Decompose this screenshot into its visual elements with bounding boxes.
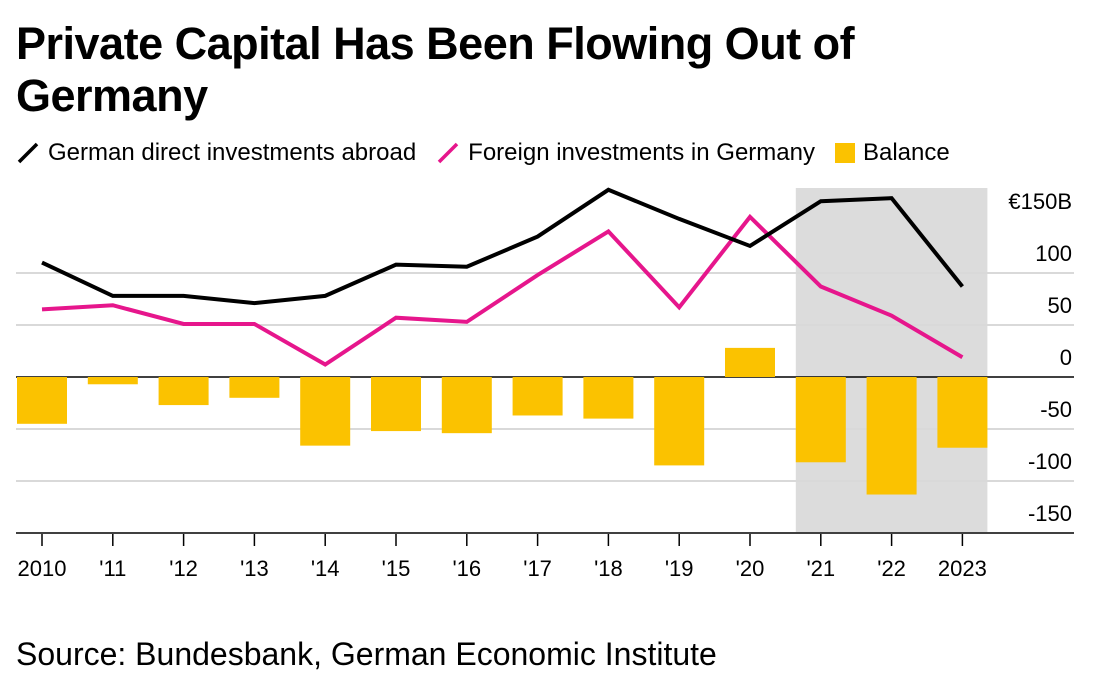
x-tick-label: '18 xyxy=(594,556,623,581)
x-tick-label: '11 xyxy=(99,556,126,581)
bar-balance xyxy=(866,377,917,495)
line-direct-investments-abroad xyxy=(41,187,964,306)
bar-balance xyxy=(17,377,67,424)
bar-balance xyxy=(795,377,846,463)
x-tick-label: '15 xyxy=(382,556,411,581)
y-tick-label: €150B xyxy=(1008,189,1072,214)
chart-title: Private Capital Has Been Flowing Out of … xyxy=(16,18,855,121)
bar-balance xyxy=(371,377,421,432)
source-note: Source: Bundesbank, German Economic Inst… xyxy=(16,636,717,672)
x-tick-label: '14 xyxy=(311,556,340,581)
legend-item-foreign: Foreign investments in Germany xyxy=(436,139,815,167)
legend-label-abroad: German direct investments abroad xyxy=(48,139,417,166)
legend-label-balance: Balance xyxy=(862,139,950,166)
bar-balance xyxy=(654,377,705,466)
bar-balance xyxy=(300,377,351,446)
x-tick-label: '21 xyxy=(806,556,835,581)
bar-balance xyxy=(441,377,492,434)
legend: German direct investments abroad Foreign… xyxy=(16,136,970,170)
line-foreign-investments xyxy=(41,213,964,367)
bar-balance xyxy=(87,377,138,385)
bar-swatch-icon xyxy=(834,143,855,163)
y-tick-label: -100 xyxy=(1028,449,1072,474)
x-tick-label: 2023 xyxy=(938,556,987,581)
bar-balance xyxy=(937,377,988,448)
legend-item-balance: Balance xyxy=(834,139,950,167)
y-tick-label: -50 xyxy=(1040,397,1072,422)
bar-balance xyxy=(725,347,775,377)
x-tick-label: '19 xyxy=(665,556,694,581)
y-tick-label: -150 xyxy=(1028,501,1072,526)
x-tick-label: '22 xyxy=(877,556,906,581)
bar-balance xyxy=(229,377,280,398)
legend-label-foreign: Foreign investments in Germany xyxy=(468,139,815,166)
bar-balance xyxy=(512,377,563,416)
legend-item-abroad: German direct investments abroad xyxy=(16,139,416,167)
x-tick-label: 2010 xyxy=(18,556,67,581)
x-tick-label: '16 xyxy=(452,556,481,581)
y-tick-label: 50 xyxy=(1048,293,1072,318)
line-swatch-icon xyxy=(17,142,39,164)
x-tick-label: '20 xyxy=(736,556,765,581)
y-tick-label: 0 xyxy=(1060,345,1072,370)
x-tick-label: '13 xyxy=(240,556,269,581)
x-tick-label: '12 xyxy=(169,556,198,581)
line-swatch-icon xyxy=(437,142,459,164)
x-tick-label: '17 xyxy=(523,556,552,581)
y-tick-label: 100 xyxy=(1035,241,1072,266)
bar-balance xyxy=(583,377,634,419)
bar-balance xyxy=(158,377,209,406)
